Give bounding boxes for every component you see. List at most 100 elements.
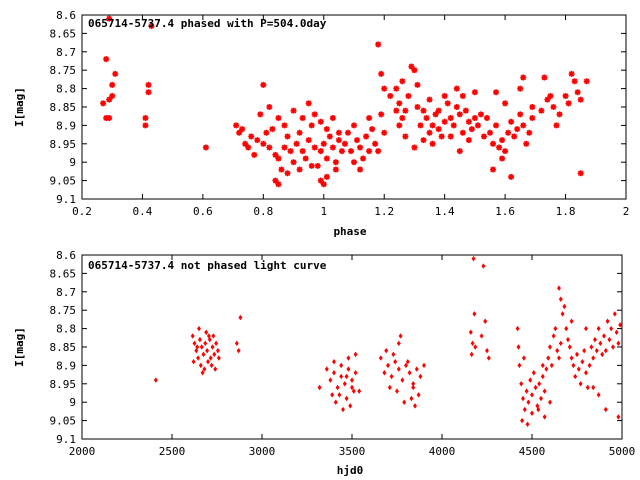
data-point: [470, 340, 475, 347]
data-point: [145, 89, 152, 96]
data-point: [350, 377, 354, 383]
x-tick-label: 4000: [429, 445, 456, 458]
data-point: [346, 355, 351, 361]
data-point: [483, 115, 490, 122]
data-point: [153, 377, 158, 383]
data-point: [584, 370, 588, 376]
data-point: [103, 56, 110, 63]
data-point: [211, 333, 216, 339]
data-point: [393, 107, 400, 114]
y-tick-label: 8.9: [56, 359, 76, 372]
data-point: [435, 126, 442, 133]
data-point: [541, 74, 548, 81]
data-point: [344, 129, 351, 136]
data-point: [530, 410, 534, 416]
data-point: [335, 384, 340, 391]
data-point: [407, 370, 412, 376]
data-point: [208, 355, 213, 361]
data-point: [516, 344, 521, 350]
data-point: [278, 166, 285, 173]
data-point: [281, 122, 288, 129]
data-point: [204, 329, 209, 335]
data-point: [456, 148, 463, 155]
data-point: [411, 144, 418, 151]
data-point: [603, 347, 608, 354]
data-point: [502, 148, 509, 155]
data-point: [487, 129, 493, 136]
data-point: [275, 155, 282, 162]
data-point: [320, 140, 327, 147]
data-point: [553, 122, 560, 129]
y-tick-label: 8.95: [50, 378, 77, 391]
data-point: [517, 85, 524, 92]
data-point: [413, 403, 417, 409]
data-point: [562, 303, 567, 310]
data-point: [375, 41, 382, 48]
data-point: [202, 144, 209, 151]
data-point: [539, 395, 543, 402]
y-tick-label: 8.75: [50, 64, 77, 77]
data-point: [296, 129, 303, 136]
data-point: [557, 285, 561, 291]
data-point: [526, 399, 531, 405]
data-point: [469, 351, 474, 358]
data-point: [571, 362, 576, 369]
y-tick-label: 8.6: [56, 9, 76, 22]
data-point: [525, 421, 530, 427]
data-point: [616, 414, 621, 420]
data-point: [555, 347, 560, 354]
data-point: [409, 395, 414, 402]
data-point: [465, 118, 472, 125]
data-point: [375, 148, 382, 155]
data-point: [381, 85, 388, 92]
data-point: [549, 362, 554, 369]
data-point: [236, 347, 241, 354]
data-point: [284, 133, 291, 140]
data-point: [263, 129, 270, 136]
data-point: [528, 377, 533, 383]
data-point: [616, 340, 621, 347]
data-point: [393, 85, 400, 92]
y-tick-label: 9: [69, 396, 76, 409]
data-point: [408, 63, 415, 70]
data-point: [205, 347, 210, 354]
data-point: [378, 355, 383, 361]
data-point: [420, 107, 427, 114]
data-point: [335, 137, 342, 144]
data-point: [471, 255, 476, 262]
data-point: [562, 92, 569, 99]
data-point: [332, 359, 336, 365]
data-point: [499, 155, 506, 162]
data-point: [248, 133, 255, 140]
tick-group-unphased: 2000 2500 3000 3500 4000 4500 5000 8.6 8.65 8.7 8.…: [50, 249, 636, 458]
data-point: [357, 144, 364, 151]
data-point: [453, 85, 460, 92]
data-point: [308, 122, 315, 129]
data-point: [414, 104, 421, 110]
data-point: [272, 177, 279, 184]
data-point: [611, 344, 615, 350]
data-point: [402, 107, 409, 114]
data-point: [200, 370, 205, 376]
data-point: [308, 162, 315, 169]
data-point: [363, 133, 370, 140]
data-point: [537, 381, 542, 387]
data-point: [201, 351, 206, 358]
data-point: [536, 406, 541, 413]
data-point: [260, 81, 267, 88]
data-point: [596, 325, 601, 332]
y-tick-label: 8.7: [56, 286, 76, 299]
x-tick-label: 1: [320, 205, 327, 218]
data-point: [468, 329, 473, 335]
data-point: [284, 170, 291, 177]
data-point: [100, 100, 107, 107]
data-point: [389, 373, 394, 380]
data-point: [462, 107, 469, 114]
data-point: [337, 392, 342, 398]
data-point: [335, 129, 342, 136]
data-point: [585, 384, 590, 391]
data-point: [339, 373, 344, 380]
data-point: [526, 129, 533, 136]
data-point: [198, 362, 203, 369]
